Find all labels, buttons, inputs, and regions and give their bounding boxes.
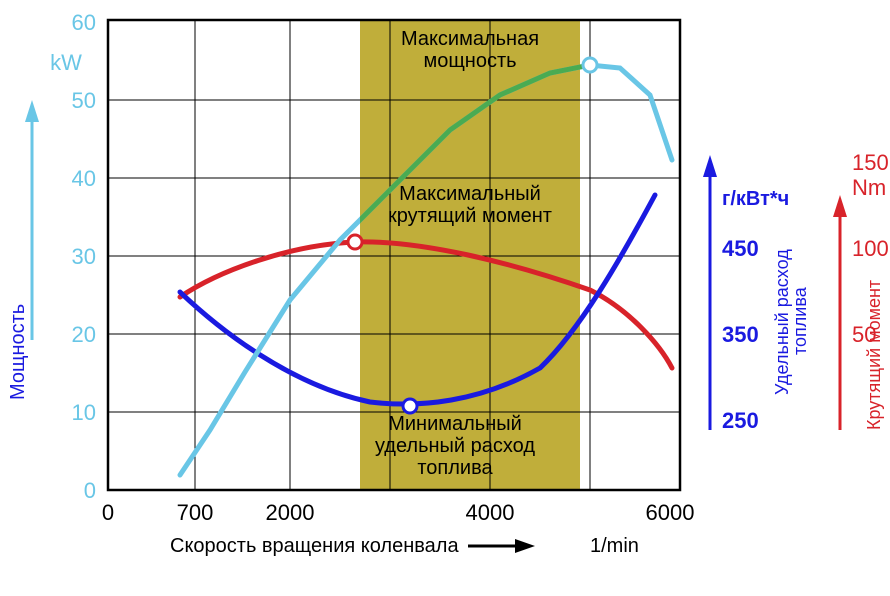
annot-min-sfc-2: удельный расход (375, 435, 535, 457)
y-left-title: Мощность (7, 304, 29, 400)
x-tick: 6000 (646, 500, 695, 525)
y-left-tick: 40 (72, 166, 96, 191)
annot-min-sfc-1: Минимальный (388, 413, 522, 435)
annot-max-power-1: Максимальная (401, 28, 539, 50)
y-torque-unit: Nm (852, 175, 886, 200)
y-sfc-tick: 250 (722, 408, 759, 433)
annot-max-torque-2: крутящий момент (388, 205, 552, 227)
power-peak-marker (583, 58, 597, 72)
x-axis-title: Скорость вращения коленвала (170, 535, 459, 557)
arrow-sfc-head (703, 155, 717, 177)
y-sfc-unit: г/кВт*ч (722, 188, 789, 210)
engine-characteristic-chart: 0 10 20 30 40 50 60 kW Мощность 0 700 2000 4000 6000 С… (0, 0, 890, 596)
y-left-tick: 30 (72, 244, 96, 269)
y-left-tick: 10 (72, 400, 96, 425)
y-sfc-title1: Удельный расход (772, 249, 792, 395)
y-torque-title: Крутящий момент (864, 280, 884, 430)
y-sfc-title2: топлива (790, 286, 810, 355)
x-tick: 700 (177, 500, 214, 525)
x-tick: 4000 (466, 500, 515, 525)
y-torque-tick: 100 (852, 236, 889, 261)
y-sfc-tick: 450 (722, 236, 759, 261)
arrow-torque-head (833, 195, 847, 217)
arrow-x-head (515, 539, 535, 553)
y-left-tick: 60 (72, 10, 96, 35)
annot-min-sfc-3: топлива (417, 457, 493, 479)
y-left-unit: kW (50, 50, 82, 75)
x-tick: 0 (102, 500, 114, 525)
sfc-min-marker (403, 399, 417, 413)
y-left-tick: 20 (72, 322, 96, 347)
arrow-power-head (25, 100, 39, 122)
annot-max-power-2: мощность (423, 50, 516, 72)
x-axis-unit: 1/min (590, 535, 639, 557)
y-sfc-tick: 350 (722, 322, 759, 347)
y-left-tick: 50 (72, 88, 96, 113)
y-left-tick: 0 (84, 478, 96, 503)
annot-max-torque-1: Максимальный (399, 183, 541, 205)
torque-peak-marker (348, 235, 362, 249)
y-torque-tick: 150 (852, 150, 889, 175)
x-tick: 2000 (266, 500, 315, 525)
